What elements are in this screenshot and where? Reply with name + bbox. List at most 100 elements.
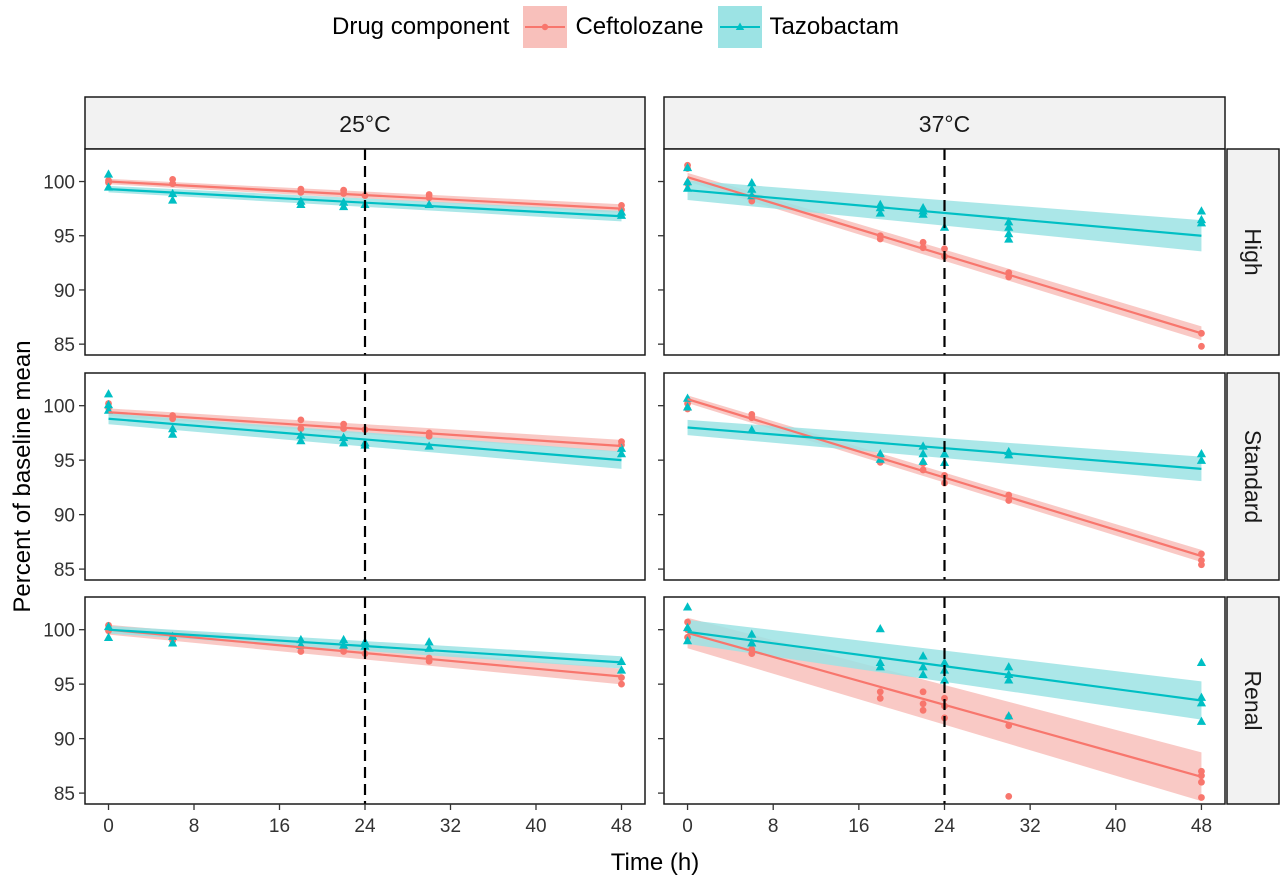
x-tick-label-renal-37c-0: 0	[682, 816, 693, 837]
row-strip-1	[1226, 372, 1280, 581]
x-tick-label-renal-25c-32: 32	[440, 816, 461, 837]
legend-key-ceftolozane[interactable]	[523, 6, 568, 48]
point-tazobactam-standard-25c-3	[168, 423, 178, 433]
point-ceftolozane-renal-37c-0	[684, 618, 691, 626]
point-tazobactam-high-37c-14	[1004, 222, 1014, 231]
x-tick-label-renal-37c-32: 32	[1020, 816, 1041, 837]
point-tazobactam-high-25c-5	[296, 199, 306, 208]
legend-key-ceftolozane-symbol	[523, 6, 568, 48]
point-ceftolozane-high-37c-9	[941, 245, 948, 253]
row-strip-2	[1226, 596, 1280, 805]
point-tazobactam-standard-37c-6	[918, 449, 928, 458]
y-tick-label-high-25c-100: 100	[43, 173, 75, 194]
confidence-band-tazobactam-high-37c	[687, 180, 1202, 252]
fit-line-ceftolozane-high-25c	[108, 180, 622, 210]
x-tick-label-renal-25c-0: 0	[103, 816, 114, 837]
point-tazobactam-high-37c-0	[682, 162, 693, 172]
point-ceftolozane-high-37c-14	[1198, 342, 1205, 350]
col-strip-label-0: 25°C	[339, 111, 390, 137]
legend-label-tazobactam: Tazobactam	[769, 13, 899, 40]
point-tazobactam-high-37c-1	[682, 176, 693, 186]
point-ceftolozane-standard-25c-5	[297, 425, 305, 432]
panel-border-standard-25c	[84, 372, 646, 581]
panel-border-high-37c	[663, 148, 1226, 356]
point-ceftolozane-renal-37c-10	[941, 694, 948, 702]
point-tazobactam-renal-37c-7	[875, 662, 885, 671]
point-tazobactam-renal-37c-16	[1004, 675, 1014, 684]
point-tazobactam-standard-25c-1	[103, 399, 114, 409]
x-tick-label-renal-37c-40: 40	[1105, 816, 1126, 837]
point-ceftolozane-renal-37c-5	[876, 688, 884, 696]
point-tazobactam-standard-37c-13	[1196, 455, 1207, 464]
fit-line-tazobactam-standard-25c	[108, 417, 622, 462]
point-ceftolozane-renal-37c-9	[919, 706, 927, 714]
point-ceftolozane-renal-25c-12	[618, 680, 625, 688]
point-tazobactam-renal-37c-8	[918, 651, 928, 660]
point-tazobactam-high-25c-0	[103, 169, 114, 178]
x-tick-label-renal-25c-16: 16	[269, 816, 290, 837]
point-ceftolozane-high-37c-4	[748, 197, 756, 205]
point-ceftolozane-standard-25c-4	[297, 416, 305, 424]
legend-key-tazobactam-marker	[735, 22, 744, 30]
point-tazobactam-high-25c-3	[168, 195, 178, 204]
row-strip-label-2: Renal	[1240, 670, 1266, 730]
point-tazobactam-high-37c-13	[1004, 217, 1014, 226]
point-tazobactam-renal-37c-20	[1196, 698, 1207, 707]
point-tazobactam-standard-25c-0	[103, 389, 114, 398]
y-tick-label-standard-25c-85: 85	[54, 560, 75, 581]
x-tick-label-renal-25c-24: 24	[354, 816, 376, 837]
point-tazobactam-renal-37c-9	[918, 662, 928, 671]
point-tazobactam-renal-25c-0	[103, 621, 114, 631]
panel-border-high-25c	[84, 148, 646, 356]
point-tazobactam-renal-37c-19	[1196, 692, 1207, 701]
x-tick-label-renal-25c-48: 48	[611, 816, 632, 837]
y-tick-label-high-25c-95: 95	[54, 227, 75, 248]
point-ceftolozane-renal-37c-15	[1005, 792, 1013, 800]
point-ceftolozane-renal-25c-5	[297, 648, 305, 655]
y-tick-label-standard-25c-95: 95	[54, 451, 75, 472]
point-tazobactam-standard-25c-8	[339, 438, 349, 447]
point-tazobactam-renal-37c-17	[1004, 711, 1014, 720]
point-tazobactam-renal-37c-21	[1196, 716, 1207, 725]
point-tazobactam-standard-37c-8	[939, 449, 950, 458]
x-axis-title: Time (h)	[611, 849, 699, 876]
point-tazobactam-standard-37c-3	[875, 449, 885, 458]
point-tazobactam-renal-37c-3	[747, 629, 757, 638]
point-ceftolozane-renal-37c-8	[919, 700, 927, 708]
row-strip-label-1: Standard	[1240, 430, 1266, 523]
point-tazobactam-renal-37c-5	[875, 623, 885, 633]
x-tick-label-renal-25c-8: 8	[189, 816, 200, 837]
point-tazobactam-standard-25c-13	[616, 449, 627, 458]
point-ceftolozane-renal-37c-18	[1198, 778, 1205, 786]
point-tazobactam-standard-37c-12	[1196, 449, 1207, 458]
point-tazobactam-standard-25c-4	[168, 429, 178, 438]
legend-key-tazobactam[interactable]	[717, 6, 762, 48]
point-tazobactam-renal-37c-11	[939, 657, 950, 667]
point-tazobactam-renal-37c-0	[682, 602, 693, 611]
y-tick-label-high-25c-85: 85	[54, 335, 75, 356]
point-tazobactam-renal-37c-4	[747, 638, 757, 647]
point-tazobactam-renal-25c-3	[168, 638, 178, 647]
point-tazobactam-renal-37c-10	[918, 669, 928, 679]
row-strip-0	[1226, 148, 1280, 356]
panel-border-standard-37c	[663, 372, 1226, 581]
legend-label-ceftolozane: Ceftolozane	[575, 13, 704, 40]
point-ceftolozane-renal-37c-6	[876, 694, 884, 702]
y-tick-label-standard-25c-90: 90	[54, 506, 75, 527]
point-tazobactam-high-37c-8	[875, 208, 885, 217]
x-tick-label-renal-37c-48: 48	[1191, 816, 1212, 837]
point-tazobactam-high-37c-11	[918, 209, 928, 218]
point-tazobactam-standard-37c-7	[918, 456, 928, 465]
point-ceftolozane-standard-37c-14	[1198, 561, 1205, 569]
y-tick-label-renal-25c-95: 95	[54, 675, 75, 696]
point-tazobactam-renal-37c-14	[1004, 662, 1014, 671]
point-ceftolozane-high-37c-7	[919, 238, 927, 246]
legend: Drug component Ceftolozane Tazobactam	[332, 6, 913, 48]
point-tazobactam-high-37c-3	[747, 178, 757, 187]
point-tazobactam-standard-37c-1	[682, 402, 693, 411]
point-tazobactam-renal-25c-13	[616, 665, 627, 674]
point-tazobactam-renal-25c-6	[339, 634, 349, 644]
col-strip-label-1: 37°C	[919, 111, 970, 137]
col-strip-1	[663, 96, 1226, 150]
